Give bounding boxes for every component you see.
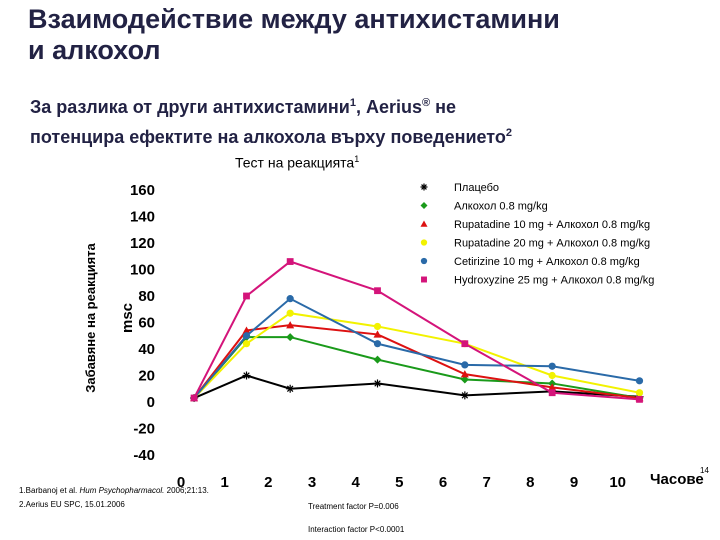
data-point bbox=[460, 370, 469, 378]
y-tick-label: 160 bbox=[130, 182, 155, 199]
legend-label: Rupatadine 10 mg + Алкохол 0.8 mg/kg bbox=[454, 219, 650, 231]
x-tick-label: 7 bbox=[482, 474, 490, 491]
y-tick-label: 100 bbox=[130, 262, 155, 279]
data-point bbox=[420, 202, 428, 209]
x-tick-label: 6 bbox=[439, 474, 447, 491]
legend-label: Плацебо bbox=[454, 182, 499, 194]
treatment-factor: Treatment factor P=0.006 bbox=[308, 502, 399, 511]
x-tick-label: 1 bbox=[220, 474, 228, 491]
x-axis-label: Часове bbox=[650, 471, 704, 488]
data-point bbox=[286, 309, 294, 317]
data-point bbox=[635, 377, 644, 385]
x-tick-label: 0 bbox=[177, 474, 185, 491]
data-point bbox=[373, 340, 382, 348]
y-tick-label: 60 bbox=[138, 315, 155, 332]
data-point bbox=[460, 391, 469, 400]
data-point bbox=[460, 375, 469, 384]
series-line bbox=[193, 312, 640, 399]
data-point bbox=[242, 332, 251, 340]
y-tick-label: -20 bbox=[133, 421, 155, 438]
data-point bbox=[286, 295, 294, 303]
y-tick-label: -40 bbox=[133, 447, 155, 464]
data-point bbox=[373, 322, 382, 331]
x-tick-label: 10 bbox=[609, 474, 626, 491]
reference-1: 1.Barbanoj et al. Hum Psychopharmacol. 2… bbox=[19, 486, 209, 495]
data-point bbox=[286, 258, 294, 265]
x-tick-label: 2 bbox=[264, 474, 272, 491]
title-line-2: и алкохол bbox=[28, 35, 161, 65]
x-tick-label: 5 bbox=[395, 474, 403, 491]
data-point bbox=[373, 379, 382, 388]
y-axis-outer-label: Забавяне на реакцията bbox=[83, 242, 98, 392]
data-point bbox=[421, 276, 427, 283]
x-tick-label: 9 bbox=[570, 474, 578, 491]
data-point bbox=[461, 340, 469, 348]
y-axis-label: msc bbox=[119, 303, 136, 333]
interaction-factor: Interaction factor P<0.0001 bbox=[308, 525, 405, 534]
data-point bbox=[242, 340, 251, 348]
slide-title: Взаимодействие между антихистамини и алк… bbox=[28, 4, 560, 66]
page-number: 14 bbox=[700, 466, 709, 475]
data-point bbox=[420, 257, 428, 265]
data-point bbox=[420, 220, 428, 227]
data-point bbox=[242, 371, 251, 380]
x-tick-label: 3 bbox=[308, 474, 316, 491]
reference-2: 2.Aerius EU SPC, 15.01.2006 bbox=[19, 500, 125, 509]
data-point bbox=[548, 371, 556, 380]
y-tick-label: 80 bbox=[138, 288, 155, 305]
data-point bbox=[548, 362, 556, 370]
x-tick-label: 8 bbox=[526, 474, 534, 491]
data-point bbox=[420, 239, 428, 246]
chart-title: Тест на реакцията1 bbox=[235, 154, 360, 171]
legend-label: Hydroxyzine 25 mg + Алкохол 0.8 mg/kg bbox=[454, 275, 654, 287]
data-point bbox=[286, 333, 295, 342]
y-tick-label: 0 bbox=[147, 394, 155, 411]
data-point bbox=[373, 355, 382, 364]
data-point bbox=[636, 395, 643, 403]
legend-label: Алкохол 0.8 mg/kg bbox=[454, 201, 548, 213]
data-point bbox=[190, 394, 198, 402]
data-point bbox=[242, 326, 251, 334]
data-point bbox=[548, 389, 556, 397]
y-tick-label: 140 bbox=[130, 209, 155, 226]
subtitle-line-2: потенцира ефектите на алкохола върху пов… bbox=[30, 127, 512, 147]
x-tick-label: 4 bbox=[351, 474, 360, 491]
data-point bbox=[635, 389, 644, 397]
data-point bbox=[286, 384, 295, 393]
slide-subtitle: За разлика от други антихистамини1, Aeri… bbox=[30, 90, 512, 150]
data-point bbox=[373, 330, 382, 338]
title-line-1: Взаимодействие между антихистамини bbox=[28, 4, 560, 34]
y-tick-label: 40 bbox=[138, 341, 155, 358]
data-point bbox=[374, 287, 381, 295]
references: 1.Barbanoj et al. Hum Psychopharmacol. 2… bbox=[19, 484, 209, 512]
data-point bbox=[286, 321, 295, 329]
y-tick-label: 120 bbox=[130, 235, 155, 252]
data-point bbox=[420, 183, 428, 191]
subtitle-line-1: За разлика от други антихистамини1, Aeri… bbox=[30, 97, 457, 117]
data-point bbox=[461, 361, 469, 369]
data-point bbox=[243, 292, 250, 300]
legend-label: Cetirizine 10 mg + Алкохол 0.8 mg/kg bbox=[454, 256, 640, 268]
y-tick-label: 20 bbox=[138, 368, 155, 385]
data-point bbox=[548, 383, 557, 391]
legend-label: Rupatadine 20 mg + Алкохол 0.8 mg/kg bbox=[454, 238, 650, 250]
